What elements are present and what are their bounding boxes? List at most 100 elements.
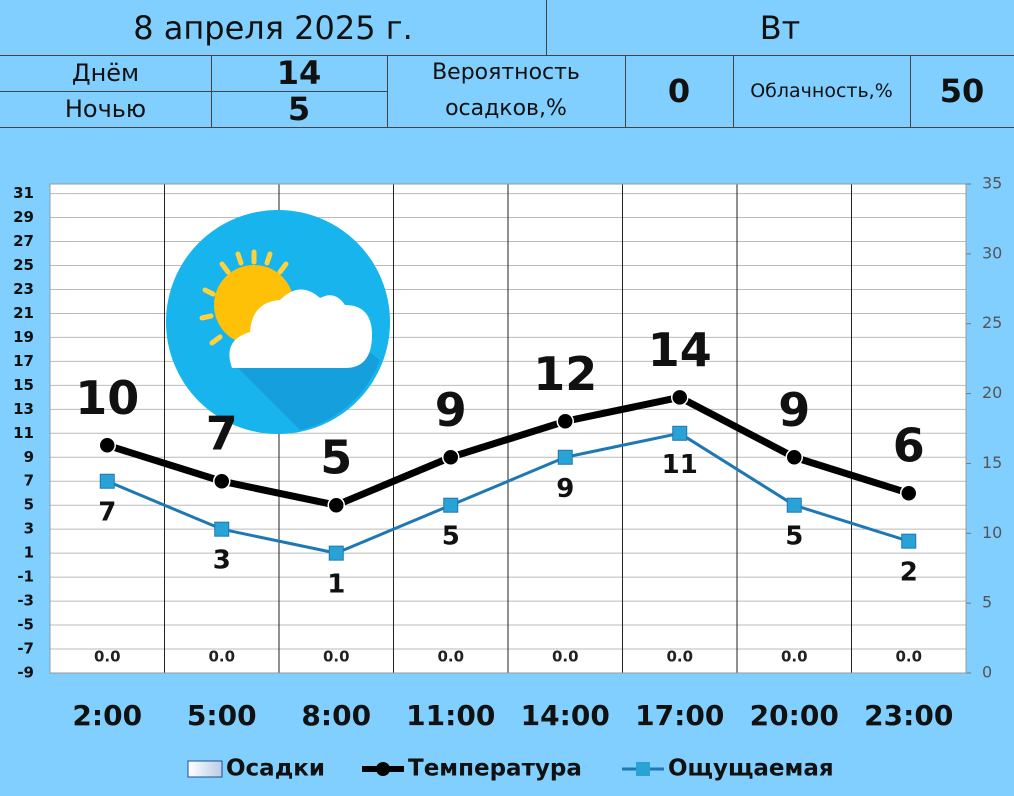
series-line <box>106 393 910 509</box>
temp-marker <box>98 436 116 455</box>
x-tick-label: 2:00 <box>72 699 142 732</box>
feel-label: 9 <box>556 474 574 504</box>
date: 8 апреля 2025 г. <box>0 0 547 56</box>
x-tick-label: 14:00 <box>521 699 610 732</box>
day-value: 14 <box>211 54 388 92</box>
y-tick-label: 31 <box>13 184 34 202</box>
feel-marker <box>786 497 802 513</box>
day-label: Днём <box>0 55 212 92</box>
y-tick-label: -9 <box>17 664 34 682</box>
legend-marker <box>376 762 390 776</box>
plot-border <box>49 183 967 674</box>
feel-marker <box>672 425 688 441</box>
y-tick-label: 29 <box>13 208 34 226</box>
y2-tick-label: 30 <box>982 243 1002 262</box>
y2-tick-label: 5 <box>982 593 992 612</box>
precip-label: 0.0 <box>895 648 922 666</box>
weather-icon <box>166 210 390 434</box>
legend-marker <box>636 762 650 776</box>
feel-label: 5 <box>785 522 803 552</box>
feel-label: 11 <box>662 450 698 480</box>
feel-label: 2 <box>900 558 918 588</box>
cloud-value: 50 <box>910 55 1014 128</box>
y2-tick-label: 15 <box>982 453 1002 472</box>
temp-marker <box>556 412 574 431</box>
feel-marker <box>901 533 917 549</box>
x-tick-label: 20:00 <box>750 699 839 732</box>
temp-label: 9 <box>435 383 467 437</box>
feel-marker <box>214 521 230 537</box>
precip-label: 0.0 <box>666 648 693 666</box>
y-tick-label: 21 <box>13 304 34 322</box>
precip-label: 0.0 <box>323 648 350 666</box>
x-tick-label: 17:00 <box>635 699 724 732</box>
y-tick-label: 11 <box>13 424 34 442</box>
y2-tick-label: 25 <box>982 313 1002 332</box>
temp-label: 9 <box>778 383 810 437</box>
temp-label: 7 <box>206 407 238 461</box>
series-line <box>106 431 910 555</box>
y-tick-label: -7 <box>17 640 34 658</box>
feel-marker <box>99 473 115 489</box>
temp-label: 6 <box>893 419 925 473</box>
cloud-label: Облачность,% <box>733 55 911 128</box>
feel-marker <box>557 449 573 465</box>
feel-marker <box>328 545 344 561</box>
feel-label: 3 <box>213 546 231 576</box>
precip-label: 0.0 <box>781 648 808 666</box>
x-tick-label: 8:00 <box>301 699 371 732</box>
y-tick-label: 13 <box>13 400 34 418</box>
temp-marker <box>442 448 460 467</box>
precip-label: Вероятность осадков,% <box>387 55 626 128</box>
precip-label: 0.0 <box>437 648 464 666</box>
temp-label: 10 <box>75 371 139 425</box>
y2-tick-label: 10 <box>982 523 1002 542</box>
y-tick-label: 27 <box>13 232 34 250</box>
temp-label: 14 <box>648 323 712 377</box>
y-tick-label: -3 <box>17 592 34 610</box>
x-tick-label: 5:00 <box>187 699 257 732</box>
night-label: Ночью <box>0 91 212 128</box>
legend-label: Осадки <box>226 756 325 782</box>
precip-label: 0.0 <box>552 648 579 666</box>
legend-label: Ощущаемая <box>668 756 834 782</box>
temp-label: 5 <box>320 431 352 485</box>
precip-label: 0.0 <box>208 648 235 666</box>
temp-label: 12 <box>533 347 597 401</box>
marks <box>98 388 918 561</box>
x-tick-label: 11:00 <box>406 699 495 732</box>
y-tick-label: 5 <box>24 496 34 514</box>
weekday: Вт <box>546 0 1014 56</box>
y-tick-label: -5 <box>17 616 34 634</box>
y-tick-label: 25 <box>13 256 34 274</box>
y-tick-label: 9 <box>24 448 34 466</box>
y-tick-label: 19 <box>13 328 34 346</box>
temp-marker <box>671 388 689 407</box>
feel-label: 7 <box>98 498 116 528</box>
temp-marker <box>327 496 345 514</box>
y-tick-label: 17 <box>13 352 34 370</box>
y2-tick-label: 35 <box>982 174 1002 193</box>
temp-marker <box>785 448 803 467</box>
y2-tick-label: 0 <box>982 663 992 682</box>
precip-label: 0.0 <box>94 648 121 666</box>
night-value: 5 <box>211 90 388 128</box>
legend-swatch <box>187 760 223 778</box>
y2-tick-label: 20 <box>982 383 1002 402</box>
y-tick-label: 3 <box>24 520 34 538</box>
y-tick-label: 7 <box>24 472 34 490</box>
legend-label: Температура <box>408 756 582 782</box>
precip-value: 0 <box>625 55 734 128</box>
y-tick-label: 23 <box>13 280 34 298</box>
temp-marker <box>900 484 918 502</box>
feel-label: 5 <box>442 522 460 552</box>
y-tick-label: 1 <box>24 544 34 562</box>
feel-label: 1 <box>327 570 345 600</box>
x-tick-label: 23:00 <box>864 699 953 732</box>
feel-marker <box>443 497 459 513</box>
y-tick-label: -1 <box>17 568 34 586</box>
y-tick-label: 15 <box>13 376 34 394</box>
temp-marker <box>213 472 231 490</box>
